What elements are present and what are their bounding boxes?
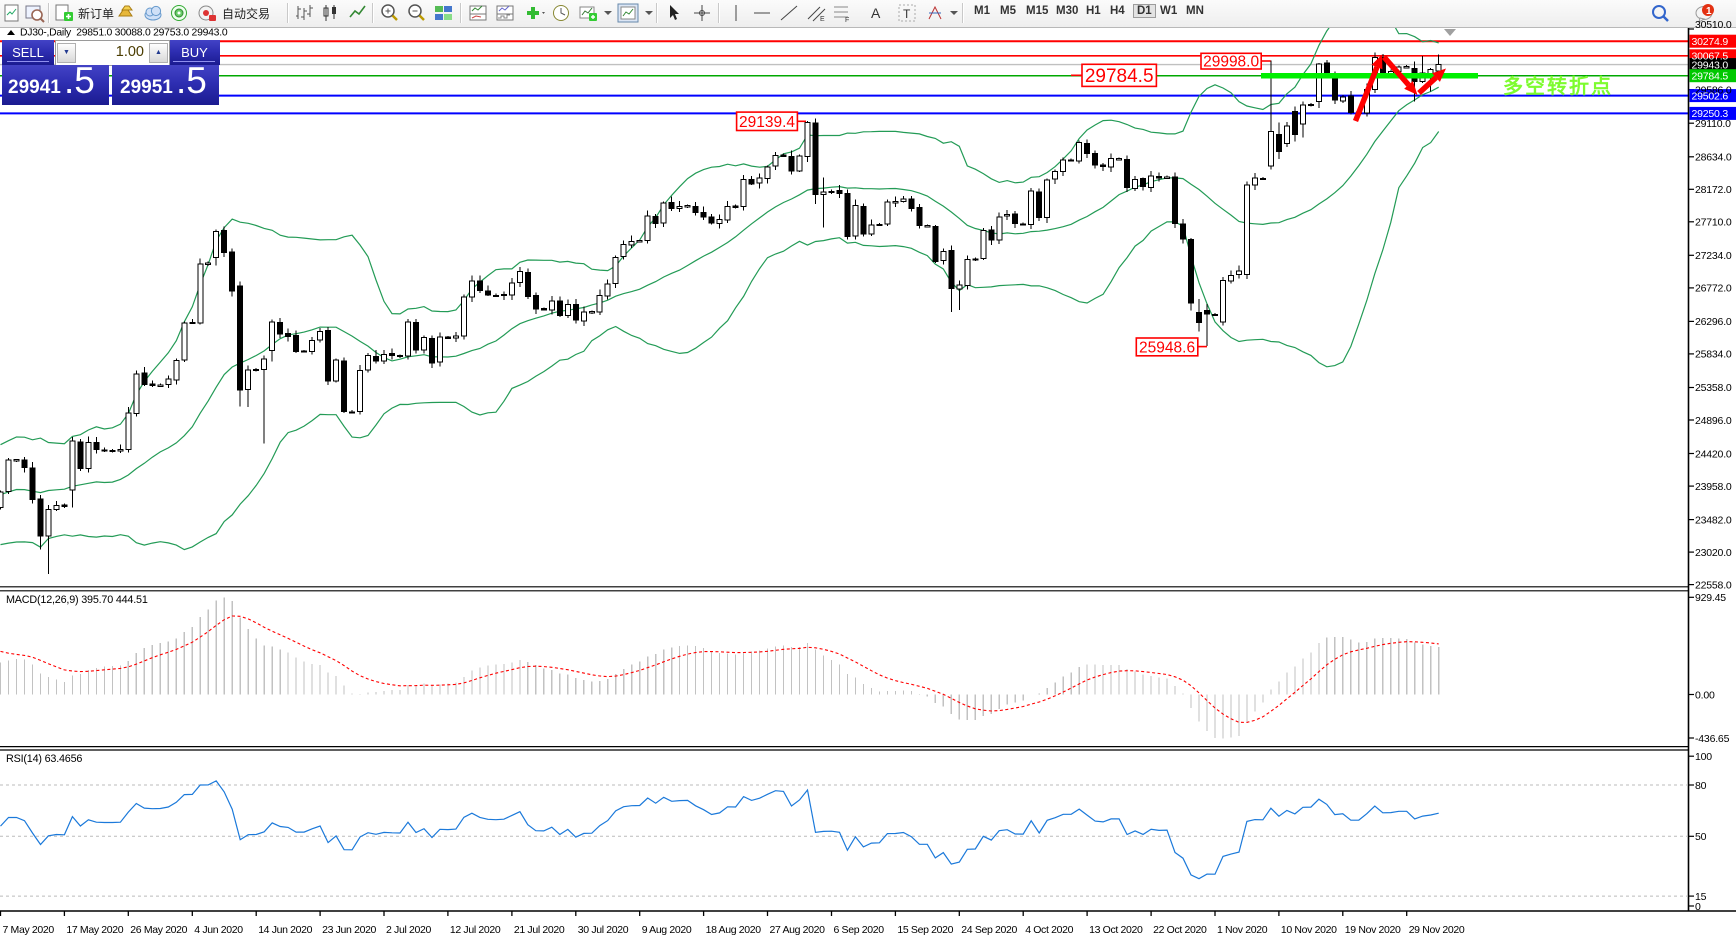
svg-text:25834.0: 25834.0 xyxy=(1695,349,1732,361)
svg-text:F: F xyxy=(845,17,849,23)
svg-text:27234.0: 27234.0 xyxy=(1695,250,1732,262)
svg-text:929.45: 929.45 xyxy=(1695,592,1726,604)
svg-text:28172.0: 28172.0 xyxy=(1695,184,1732,196)
svg-text:15: 15 xyxy=(1695,891,1707,903)
svg-text:4 Jun 2020: 4 Jun 2020 xyxy=(194,924,243,936)
svg-text:-436.65: -436.65 xyxy=(1695,733,1730,745)
svg-text:29250.3: 29250.3 xyxy=(1692,108,1729,120)
svg-text:E: E xyxy=(820,16,825,23)
svg-text:15 Sep 2020: 15 Sep 2020 xyxy=(897,924,953,936)
svg-text:10 Nov 2020: 10 Nov 2020 xyxy=(1281,924,1337,936)
svg-text:多空转折点: 多空转折点 xyxy=(1503,74,1613,98)
svg-text:29 Nov 2020: 29 Nov 2020 xyxy=(1409,924,1465,936)
svg-text:18 Aug 2020: 18 Aug 2020 xyxy=(706,924,762,936)
svg-text:29110.0: 29110.0 xyxy=(1695,118,1731,130)
svg-text:29586.0: 29586.0 xyxy=(1695,85,1732,97)
svg-text:4 Oct 2020: 4 Oct 2020 xyxy=(1025,924,1073,936)
svg-text:MACD(12,26,9) 395.70 444.51: MACD(12,26,9) 395.70 444.51 xyxy=(6,594,148,606)
svg-text:29943.0: 29943.0 xyxy=(1692,59,1729,71)
svg-text:9 Aug 2020: 9 Aug 2020 xyxy=(642,924,692,936)
svg-text:30274.9: 30274.9 xyxy=(1692,36,1729,48)
svg-text:26296.0: 26296.0 xyxy=(1695,316,1732,328)
svg-text:22 Oct 2020: 22 Oct 2020 xyxy=(1153,924,1207,936)
svg-text:29502.6: 29502.6 xyxy=(1692,90,1729,102)
svg-text:24896.0: 24896.0 xyxy=(1695,415,1732,427)
svg-text:2 Jul 2020: 2 Jul 2020 xyxy=(386,924,431,936)
svg-text:14 Jun 2020: 14 Jun 2020 xyxy=(258,924,312,936)
svg-text:0: 0 xyxy=(1695,901,1701,913)
svg-text:7 May 2020: 7 May 2020 xyxy=(3,924,55,936)
svg-text:T: T xyxy=(903,7,911,21)
svg-text:100: 100 xyxy=(1695,751,1712,763)
svg-text:17 May 2020: 17 May 2020 xyxy=(66,924,123,936)
svg-text:19 Nov 2020: 19 Nov 2020 xyxy=(1345,924,1401,936)
svg-text:23482.0: 23482.0 xyxy=(1695,514,1732,526)
svg-text:28634.0: 28634.0 xyxy=(1695,152,1732,164)
svg-text:24 Sep 2020: 24 Sep 2020 xyxy=(961,924,1017,936)
svg-text:24420.0: 24420.0 xyxy=(1695,448,1732,460)
svg-text:12 Jul 2020: 12 Jul 2020 xyxy=(450,924,501,936)
svg-text:25948.6: 25948.6 xyxy=(1139,339,1195,356)
svg-text:1: 1 xyxy=(1706,6,1712,17)
svg-text:23958.0: 23958.0 xyxy=(1695,481,1732,493)
svg-text:27710.0: 27710.0 xyxy=(1695,217,1732,229)
svg-text:30067.5: 30067.5 xyxy=(1692,51,1729,63)
svg-text:26 May 2020: 26 May 2020 xyxy=(130,924,187,936)
svg-text:1 Nov 2020: 1 Nov 2020 xyxy=(1217,924,1268,936)
svg-text:29139.4: 29139.4 xyxy=(739,114,795,131)
svg-text:6 Sep 2020: 6 Sep 2020 xyxy=(834,924,885,936)
svg-text:50: 50 xyxy=(1695,831,1707,843)
svg-text:DJ30-,Daily 29851.0 30088.0 2: DJ30-,Daily 29851.0 30088.0 29753.0 2994… xyxy=(20,28,228,39)
svg-text:21 Jul 2020: 21 Jul 2020 xyxy=(514,924,565,936)
svg-text:27 Aug 2020: 27 Aug 2020 xyxy=(770,924,826,936)
svg-text:29784.5: 29784.5 xyxy=(1692,71,1729,83)
svg-text:29784.5: 29784.5 xyxy=(1085,66,1154,87)
svg-text:30 Jul 2020: 30 Jul 2020 xyxy=(578,924,629,936)
svg-text:26772.0: 26772.0 xyxy=(1695,283,1732,295)
svg-text:13 Oct 2020: 13 Oct 2020 xyxy=(1089,924,1143,936)
svg-text:RSI(14) 63.4656: RSI(14) 63.4656 xyxy=(6,753,82,765)
svg-text:80: 80 xyxy=(1695,780,1707,792)
svg-text:25358.0: 25358.0 xyxy=(1695,382,1732,394)
svg-text:22558.0: 22558.0 xyxy=(1695,579,1732,591)
svg-text:23020.0: 23020.0 xyxy=(1695,547,1732,559)
svg-text:23 Jun 2020: 23 Jun 2020 xyxy=(322,924,376,936)
svg-text:0.00: 0.00 xyxy=(1695,689,1715,701)
svg-text:29998.0: 29998.0 xyxy=(1203,54,1259,71)
